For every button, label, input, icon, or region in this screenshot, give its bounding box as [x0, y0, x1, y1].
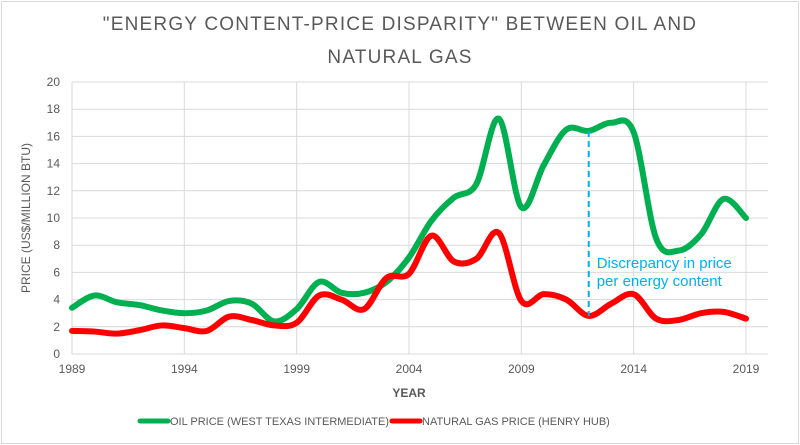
x-tick-label: 2014	[620, 362, 647, 376]
x-tick-label: 2004	[396, 362, 423, 376]
legend-label: OIL PRICE (WEST TEXAS INTERMEDIATE)	[170, 416, 389, 428]
y-tick-label: 18	[47, 102, 61, 116]
x-axis-label: YEAR	[392, 386, 426, 400]
annotation-text: Discrepancy in price	[597, 255, 732, 272]
chart-title-line: "ENERGY CONTENT-PRICE DISPARITY" BETWEEN…	[103, 14, 697, 35]
y-tick-label: 8	[53, 238, 60, 252]
x-tick-label: 1994	[171, 362, 198, 376]
x-tick-label: 2019	[733, 362, 760, 376]
y-tick-label: 12	[47, 184, 61, 198]
x-tick-label: 1999	[283, 362, 310, 376]
y-tick-label: 20	[47, 75, 61, 89]
y-tick-label: 10	[47, 211, 61, 225]
legend-label: NATURAL GAS PRICE (HENRY HUB)	[422, 416, 610, 428]
x-tick-label: 1989	[59, 362, 86, 376]
y-tick-label: 4	[53, 293, 60, 307]
y-tick-label: 14	[47, 157, 61, 171]
y-tick-label: 2	[53, 320, 60, 334]
annotation-text: per energy content	[597, 273, 723, 290]
y-tick-label: 16	[47, 129, 61, 143]
x-tick-label: 2009	[508, 362, 535, 376]
y-tick-label: 6	[53, 265, 60, 279]
y-axis-label: PRICE (US$/MILLION BTU)	[19, 143, 33, 293]
chart-title-line: NATURAL GAS	[327, 47, 472, 68]
y-tick-label: 0	[53, 347, 60, 361]
